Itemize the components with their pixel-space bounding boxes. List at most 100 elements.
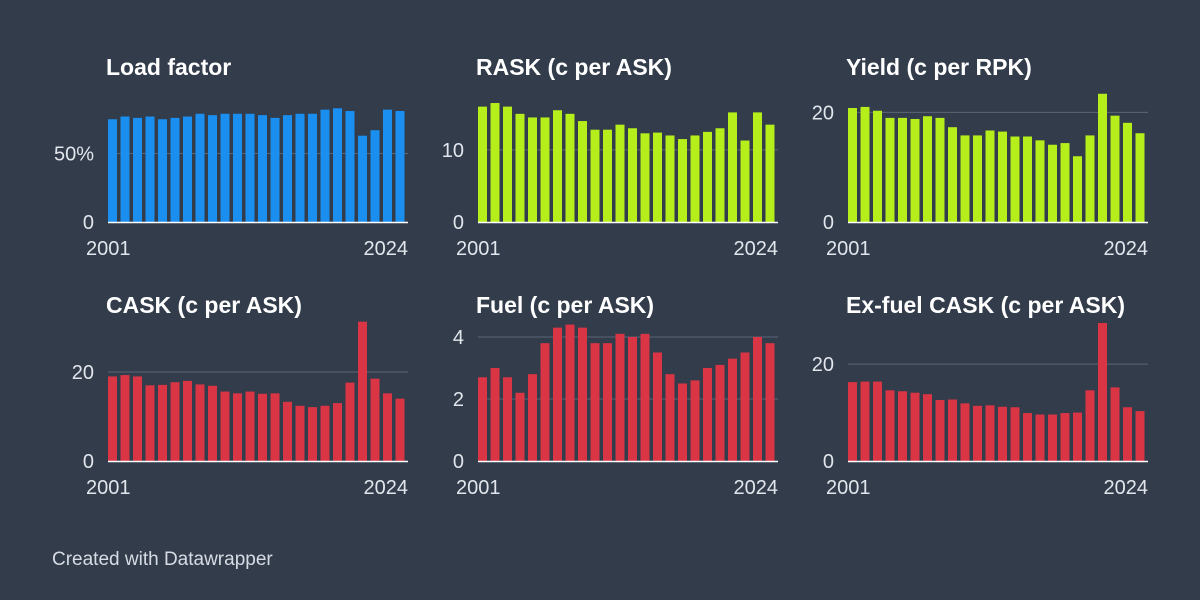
- bar-2020: [345, 111, 355, 222]
- panel-title: Load factor: [106, 54, 232, 80]
- bar-2006: [170, 117, 180, 222]
- bar-2024: [1135, 133, 1145, 222]
- bar-2020: [715, 128, 725, 222]
- bar-2007: [923, 116, 932, 222]
- bar-2004: [145, 385, 155, 461]
- bar-2021: [358, 135, 367, 222]
- bar-2009: [948, 127, 957, 222]
- bar-2005: [528, 374, 537, 461]
- fuel-chart: 0 2 4 2001 2024: [453, 324, 779, 499]
- bar-2014: [270, 393, 280, 461]
- bar-2018: [690, 135, 700, 222]
- bar-2013: [628, 336, 637, 461]
- x-tick-label: 2024: [364, 238, 409, 260]
- bar-2007: [183, 116, 192, 222]
- bar-2024: [1135, 411, 1145, 461]
- bar-2007: [183, 380, 192, 461]
- cask-chart: 0 20 2001 2024: [72, 321, 408, 499]
- bar-2021: [1098, 93, 1107, 222]
- bar-2014: [640, 133, 650, 222]
- bar-2009: [208, 115, 217, 222]
- bar-2007: [553, 327, 562, 461]
- bar-2005: [898, 391, 907, 461]
- bar-2011: [973, 135, 982, 222]
- yield-chart: 0 20 2001 2024: [812, 93, 1148, 260]
- bar-2024: [395, 111, 405, 222]
- bar-2003: [873, 381, 882, 461]
- y-tick-label: 20: [812, 102, 834, 124]
- x-tick-label: 2001: [826, 477, 871, 499]
- bar-2006: [910, 392, 920, 461]
- y-tick-label: 0: [453, 451, 464, 473]
- bar-2001: [848, 108, 857, 222]
- bar-2018: [320, 109, 330, 222]
- bar-2021: [358, 321, 367, 461]
- bar-2004: [885, 117, 895, 222]
- bar-2022: [1110, 387, 1120, 461]
- bar-2002: [490, 367, 500, 461]
- bar-2010: [590, 343, 600, 461]
- bar-2010: [960, 403, 970, 461]
- x-tick-label: 2024: [734, 477, 779, 499]
- y-tick-label: 10: [442, 140, 464, 162]
- rask-chart: 0 10 2001 2024: [442, 103, 779, 260]
- y-tick-label: 0: [823, 451, 834, 473]
- bar-2003: [873, 110, 882, 222]
- bar-2013: [258, 115, 267, 222]
- bar-2008: [195, 384, 205, 461]
- bar-2012: [245, 113, 255, 222]
- bar-2001: [478, 377, 487, 461]
- bar-2023: [753, 336, 762, 461]
- bar-2022: [370, 130, 380, 222]
- bar-2016: [1035, 414, 1045, 461]
- bar-2017: [1048, 414, 1057, 461]
- bar-2011: [603, 129, 612, 222]
- bar-2003: [503, 377, 512, 461]
- bar-2014: [640, 333, 650, 461]
- footer-credit: Created with Datawrapper: [52, 549, 273, 570]
- bar-2011: [973, 405, 982, 461]
- bar-2006: [910, 118, 920, 222]
- bar-2012: [245, 391, 255, 461]
- bar-2019: [703, 367, 712, 461]
- y-tick-label: 20: [812, 354, 834, 376]
- ex-fuel-cask-chart: 0 20 2001 2024: [812, 323, 1149, 499]
- bar-2020: [1085, 135, 1095, 222]
- bar-2024: [765, 343, 775, 461]
- bar-2015: [283, 115, 292, 222]
- bar-2002: [860, 106, 870, 222]
- bar-2007: [553, 110, 562, 222]
- bar-2003: [133, 376, 142, 461]
- bar-2004: [145, 116, 155, 222]
- bar-2012: [985, 130, 995, 222]
- x-tick-label: 2024: [1104, 477, 1149, 499]
- bar-2019: [1073, 412, 1082, 461]
- bar-2012: [615, 333, 625, 461]
- y-tick-label: 4: [453, 327, 464, 349]
- bar-2001: [108, 119, 117, 222]
- bar-2009: [208, 385, 217, 461]
- panel-title: Ex-fuel CASK (c per ASK): [846, 292, 1126, 318]
- bar-2016: [295, 113, 305, 222]
- bar-2002: [860, 381, 870, 461]
- bar-2015: [1023, 136, 1032, 222]
- bar-2021: [1098, 323, 1107, 461]
- bar-2019: [703, 131, 712, 222]
- bar-2022: [740, 140, 750, 222]
- bar-2011: [603, 343, 612, 461]
- panel-title: Fuel (c per ASK): [476, 292, 655, 318]
- bar-2001: [478, 106, 487, 222]
- load-factor-chart: 0 50% 2001 2024: [54, 108, 409, 260]
- bar-2018: [320, 405, 330, 461]
- x-tick-label: 2024: [734, 238, 779, 260]
- bar-2008: [565, 113, 575, 222]
- bar-2008: [195, 113, 205, 222]
- bar-2008: [565, 324, 575, 461]
- bar-2010: [220, 391, 230, 461]
- bar-2003: [503, 106, 512, 222]
- bar-2008: [935, 399, 945, 461]
- bar-2015: [653, 352, 662, 461]
- x-tick-label: 2001: [826, 238, 871, 260]
- bar-2009: [578, 121, 587, 222]
- bar-2003: [133, 117, 142, 222]
